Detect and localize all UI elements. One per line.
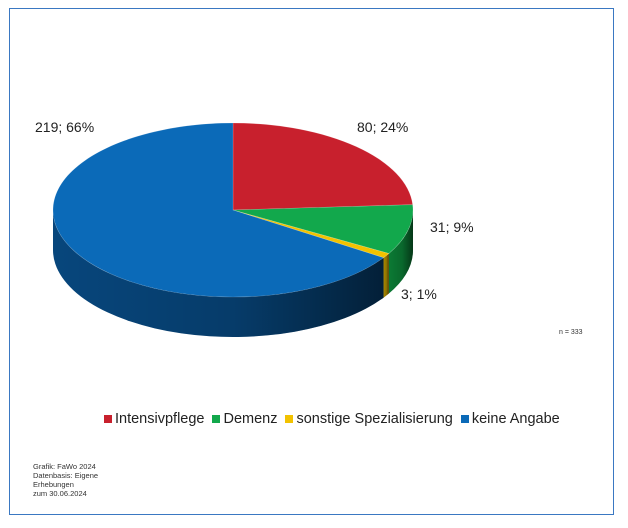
pie-slice-sonstige-spezialisierung bbox=[232, 209, 390, 259]
pie-slice-intensivpflege bbox=[232, 122, 414, 211]
pie-slice-demenz bbox=[232, 204, 414, 254]
legend: Intensivpflege Demenz sonstige Spezialis… bbox=[104, 411, 560, 427]
data-label-intensivpflege: 80; 24% bbox=[357, 119, 409, 135]
legend-item-intensivpflege: Intensivpflege bbox=[104, 411, 204, 427]
source-line: Erhebungen bbox=[33, 480, 74, 489]
pie-side-shade bbox=[53, 210, 384, 338]
data-label-sonstige: 3; 1% bbox=[401, 286, 437, 302]
source-line: Grafik: FaWo 2024 bbox=[33, 462, 96, 471]
legend-swatch-sonstige bbox=[285, 415, 294, 423]
pie-side-shade bbox=[388, 210, 413, 294]
legend-item-sonstige: sonstige Spezialisierung bbox=[285, 411, 453, 427]
legend-swatch-demenz bbox=[212, 415, 221, 423]
legend-swatch-intensivpflege bbox=[104, 415, 112, 423]
legend-swatch-keine-angabe bbox=[460, 415, 469, 423]
pie-side-shade bbox=[383, 253, 389, 298]
legend-item-demenz: Demenz bbox=[212, 411, 277, 427]
data-label-demenz: 31; 9% bbox=[430, 219, 474, 235]
source-line: Datenbasis: Eigene bbox=[33, 471, 99, 480]
data-label-keine-angabe: 219; 66% bbox=[35, 119, 95, 135]
sample-size-note: n = 333 bbox=[559, 329, 583, 336]
source-note: Grafik: FaWo 2024 Datenbasis: Eigene Erh… bbox=[33, 462, 98, 498]
legend-item-keine-angabe: keine Angabe bbox=[460, 411, 560, 427]
legend-label-sonstige: sonstige Spezialisierung bbox=[296, 411, 453, 427]
legend-label-keine-angabe: keine Angabe bbox=[471, 411, 560, 427]
source-line: zum 30.06.2024 bbox=[33, 489, 87, 498]
legend-label-intensivpflege: Intensivpflege bbox=[115, 411, 205, 427]
legend-label-demenz: Demenz bbox=[223, 411, 278, 427]
pie-slice-keine-angabe bbox=[52, 122, 385, 298]
